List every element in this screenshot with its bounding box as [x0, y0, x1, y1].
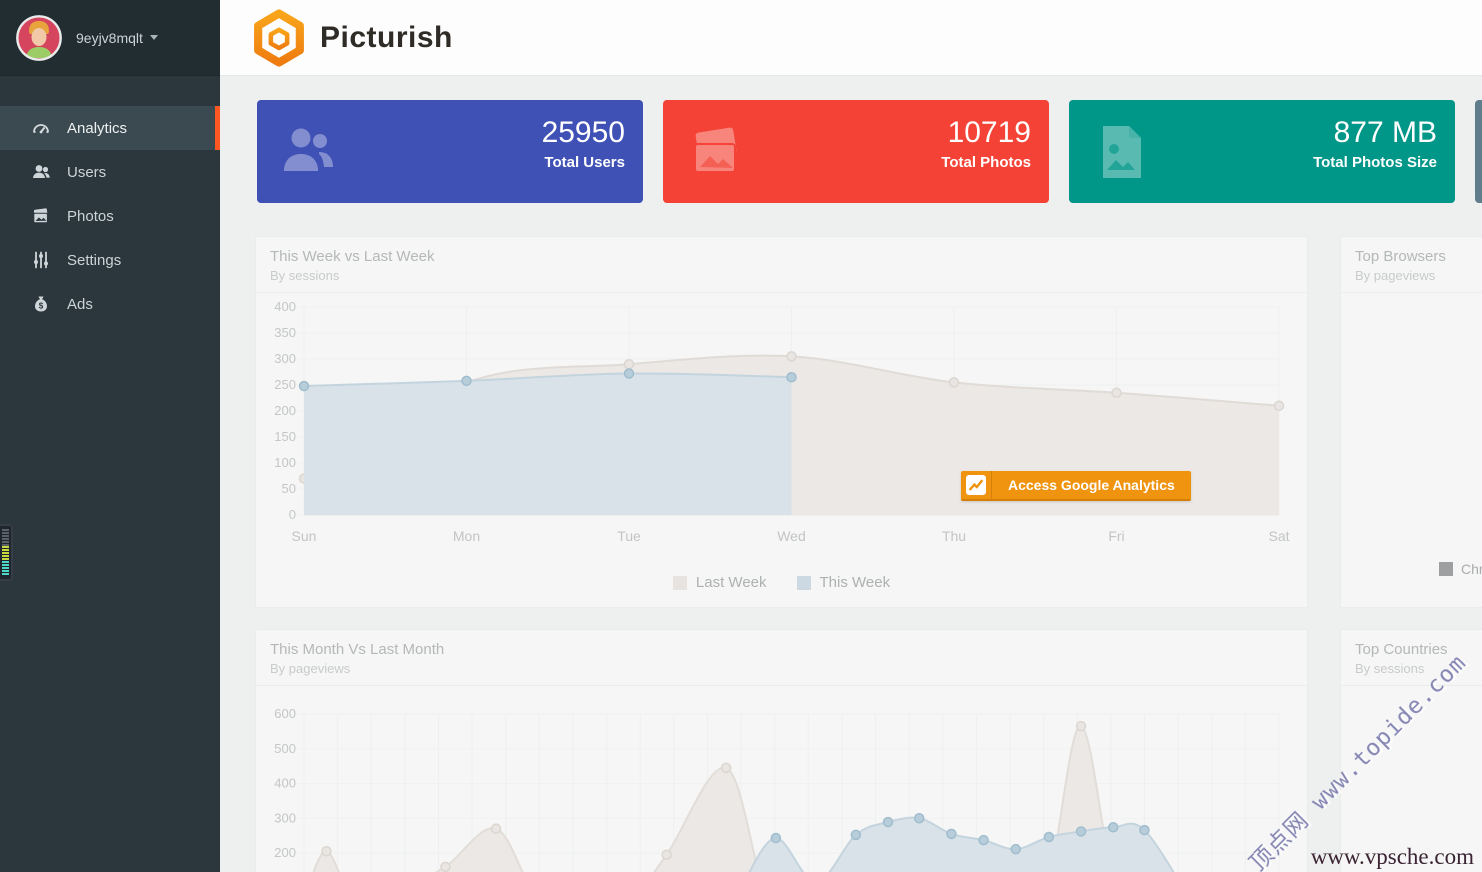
week-sessions-chart: 0 50 100 150 200 250 300 350 400 Sun Mon Tue Wed Thu F…: [274, 299, 1289, 544]
brand-name: Picturish: [320, 20, 453, 54]
panel-title: Top Countries: [1355, 641, 1448, 658]
svg-text:Wed: Wed: [777, 528, 806, 544]
users-icon: [30, 162, 51, 183]
panel-month-vs-lastmonth: This Month Vs Last Month By pageviews 20…: [255, 629, 1308, 872]
chevron-down-icon: [149, 35, 158, 40]
svg-text:300: 300: [274, 810, 296, 825]
svg-text:200: 200: [274, 845, 296, 860]
panel-title: This Week vs Last Week: [270, 248, 435, 265]
panel-subtitle: By pageviews: [270, 661, 351, 676]
sidebar-item-label: Ads: [67, 295, 93, 313]
panel-header: Top Browsers By pageviews: [1341, 237, 1482, 293]
chart-legend: Last Week This Week: [256, 574, 1307, 591]
panel-top-countries: Top Countries By sessions: [1340, 629, 1482, 872]
svg-text:150: 150: [274, 429, 296, 444]
gauge-icon: [30, 118, 51, 139]
image-file-icon: [1103, 126, 1141, 178]
sidebar-item-label: Users: [67, 163, 107, 181]
svg-text:350: 350: [274, 325, 296, 340]
svg-text:500: 500: [274, 741, 296, 756]
stat-card-partial: [1475, 100, 1482, 203]
stat-cards-row: 25950 Total Users 10719 Total Photos 877…: [220, 76, 1482, 203]
sidebar-item-users[interactable]: Users: [0, 150, 220, 194]
sidebar-item-label: Settings: [67, 251, 122, 269]
svg-text:Sat: Sat: [1268, 528, 1289, 544]
avatar: [16, 14, 62, 61]
panel-subtitle: By sessions: [270, 268, 340, 283]
brand-logo-icon: [254, 8, 304, 67]
sidebar-item-analytics[interactable]: Analytics: [0, 106, 220, 150]
money-bag-icon: $: [30, 294, 51, 315]
panel-header: Top Countries By sessions: [1341, 630, 1482, 686]
access-google-analytics-button[interactable]: Access Google Analytics: [961, 471, 1191, 501]
sidebar-item-ads[interactable]: $ Ads: [0, 282, 220, 326]
stat-value: 10719: [947, 116, 1031, 149]
svg-text:Sun: Sun: [292, 528, 317, 544]
legend-swatch: [672, 575, 687, 590]
dashboard: This Week vs Last Week By sessions 0 50 10…: [220, 203, 1482, 872]
svg-text:250: 250: [274, 377, 296, 392]
user-menu[interactable]: 9eyjv8mqlt: [0, 0, 220, 76]
analytics-chart-icon: [961, 471, 992, 499]
svg-text:0: 0: [289, 507, 296, 522]
sidebar-item-label: Photos: [67, 207, 114, 225]
stat-card-total-photos-size: 877 MB Total Photos Size: [1069, 100, 1455, 203]
browsers-legend: Chro: [1439, 561, 1482, 577]
stat-label: Total Photos: [941, 154, 1031, 171]
panel-header: This Week vs Last Week By sessions: [256, 237, 1307, 293]
sidebar-item-photos[interactable]: Photos: [0, 194, 220, 238]
indicator-stripes-yellow: [2, 546, 9, 561]
stat-card-total-photos: 10719 Total Photos: [663, 100, 1049, 203]
edge-indicator-widget[interactable]: [0, 524, 13, 581]
indicator-stripes-gray: [2, 529, 9, 546]
panel-top-browsers: Top Browsers By pageviews Chro: [1340, 236, 1482, 608]
panel-header: This Month Vs Last Month By pageviews: [256, 630, 1307, 686]
legend-chrome: Chro: [1461, 561, 1482, 577]
panel-title: This Month Vs Last Month: [270, 641, 445, 658]
panel-subtitle: By sessions: [1355, 661, 1425, 676]
legend-this-week: This Week: [796, 574, 890, 591]
svg-text:300: 300: [274, 351, 296, 366]
panel-week-vs-lastweek: This Week vs Last Week By sessions 0 50 10…: [255, 236, 1308, 608]
sidebar: 9eyjv8mqlt Analytics: [0, 0, 220, 872]
photos-icon: [694, 127, 737, 173]
stat-label: Total Users: [544, 154, 625, 171]
svg-text:$: $: [38, 302, 43, 311]
svg-text:600: 600: [274, 706, 296, 721]
sidebar-nav: Analytics Users Photos: [0, 106, 220, 326]
svg-text:50: 50: [282, 481, 296, 496]
users-icon: [284, 128, 333, 171]
svg-text:Tue: Tue: [617, 528, 641, 544]
legend-swatch: [1439, 562, 1453, 576]
sliders-icon: [30, 250, 51, 271]
svg-text:Mon: Mon: [453, 528, 480, 544]
svg-text:100: 100: [274, 455, 296, 470]
main-area: Picturish 25950 Total Users 10719 Total …: [220, 0, 1482, 872]
stat-value: 25950: [541, 116, 625, 149]
svg-text:Thu: Thu: [942, 528, 966, 544]
username: 9eyjv8mqlt: [76, 29, 143, 46]
sidebar-item-settings[interactable]: Settings: [0, 238, 220, 282]
app-header: Picturish: [220, 0, 1482, 76]
legend-swatch: [796, 575, 811, 590]
stat-label: Total Photos Size: [1313, 154, 1437, 171]
indicator-stripes-teal: [2, 561, 9, 575]
month-pageviews-chart: 200 300 400 500 600: [274, 706, 1280, 872]
panel-subtitle: By pageviews: [1355, 268, 1436, 283]
button-label: Access Google Analytics: [1008, 477, 1175, 493]
svg-text:400: 400: [274, 299, 296, 314]
svg-text:Fri: Fri: [1108, 528, 1124, 544]
svg-text:200: 200: [274, 403, 296, 418]
sidebar-item-label: Analytics: [67, 119, 128, 137]
svg-text:400: 400: [274, 776, 296, 791]
panel-title: Top Browsers: [1355, 248, 1446, 265]
stat-value: 877 MB: [1333, 116, 1437, 149]
photos-icon: [30, 206, 51, 227]
legend-last-week: Last Week: [672, 574, 767, 591]
stat-card-total-users: 25950 Total Users: [257, 100, 643, 203]
